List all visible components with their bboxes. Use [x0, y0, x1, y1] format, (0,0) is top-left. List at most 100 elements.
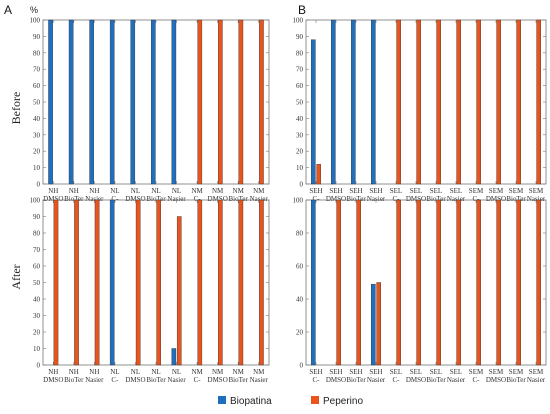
y-tick-label: 60	[33, 263, 41, 271]
bar-peperino-sem-c-	[476, 19, 482, 185]
x-category-label: SEM BioTer	[506, 368, 526, 384]
bar-biopatina-seh-c-	[311, 199, 316, 366]
x-category-label: SEH DMSO	[326, 368, 346, 384]
bar-peperino-nm-nasier	[259, 19, 264, 185]
x-category-label: NL BioTer	[146, 187, 166, 203]
bar-biopatina-nh-nasier	[89, 19, 94, 185]
bar-peperino-nh-bioter	[74, 199, 79, 366]
y-tick-label: 10	[33, 345, 41, 353]
bar-peperino-sem-c-	[476, 199, 482, 366]
plot-frame	[305, 199, 547, 366]
x-category-label: NL Nasier	[167, 368, 186, 384]
x-category-label: SEH Nasier	[367, 368, 386, 384]
x-category-label: NM C-	[191, 368, 203, 384]
legend-swatch-biopatina	[218, 396, 226, 404]
y-tick-label: 50	[296, 99, 304, 107]
y-tick-label: 40	[33, 296, 41, 304]
y-tick-label: 80	[296, 49, 304, 57]
y-tick-label: 100	[293, 197, 304, 205]
bar-peperino-nm-bioter	[238, 199, 244, 366]
y-tick-label: 0	[300, 181, 304, 189]
x-category-label: SEL DMSO	[406, 368, 426, 384]
y-tick-label: 40	[296, 115, 304, 123]
x-category-label: SEL BioTer	[426, 187, 446, 203]
x-category-label: SEH DMSO	[326, 187, 346, 203]
bar-biopatina-nl-bioter	[150, 19, 156, 185]
bar-peperino-sem-dmso	[496, 199, 502, 366]
y-tick-label: 90	[33, 213, 41, 221]
bar-biopatina-nh-dmso	[48, 19, 53, 185]
x-category-label: NL DMSO	[125, 187, 145, 203]
bar-peperino-nm-bioter	[238, 19, 244, 185]
x-category-label: NM Nasier	[250, 187, 269, 203]
x-category-label: NL BioTer	[146, 368, 166, 384]
bar-peperino-seh-c-	[316, 164, 322, 185]
bar-peperino-nm-nasier	[259, 199, 264, 366]
y-tick-label: 0	[37, 362, 41, 370]
bar-biopatina-seh-dmso	[331, 19, 336, 185]
legend: Biopatina Peperino	[218, 396, 363, 407]
x-category-label: SEL C-	[390, 368, 402, 384]
x-category-label: NH DMSO	[43, 187, 63, 203]
x-category-label: NM BioTer	[229, 187, 249, 203]
bar-peperino-sel-dmso	[416, 199, 422, 366]
legend-swatch-peperino	[311, 396, 319, 404]
bar-peperino-nm-c-	[197, 199, 203, 366]
x-category-label: NL Nasier	[167, 187, 186, 203]
bar-peperino-sem-dmso	[496, 19, 502, 185]
y-tick-label: 10	[296, 164, 304, 172]
x-category-label: NM Nasier	[250, 368, 269, 384]
legend-label-peperino: Peperino	[323, 396, 363, 407]
bar-biopatina-nl-nasier	[171, 348, 177, 366]
y-tick-label: 10	[33, 164, 41, 172]
bar-peperino-sel-nasier	[456, 19, 462, 185]
y-tick-label: 60	[296, 263, 304, 271]
y-tick-label: 20	[296, 148, 304, 156]
x-category-label: NH Nasier	[85, 187, 104, 203]
row-label-before: Before	[9, 92, 23, 125]
bar-peperino-sem-bioter	[516, 19, 521, 185]
bar-biopatina-nh-bioter	[68, 19, 74, 185]
x-category-label: SEL Nasier	[447, 368, 466, 384]
x-category-label: SEM C-	[469, 368, 484, 384]
y-tick-label: 80	[33, 230, 41, 238]
x-category-label: SEH C-	[309, 368, 322, 384]
bar-peperino-seh-dmso	[336, 199, 342, 366]
bar-peperino-nh-dmso	[53, 199, 59, 366]
bar-peperino-nl-bioter	[156, 199, 162, 366]
row-label-after: After	[9, 264, 23, 289]
y-tick-label: 30	[296, 131, 304, 139]
y-tick-label: 20	[296, 329, 304, 337]
y-tick-label: 70	[33, 66, 41, 74]
bar-peperino-nm-c-	[197, 19, 203, 185]
unit-label: %	[30, 5, 38, 15]
y-tick-label: 40	[296, 296, 304, 304]
y-tick-label: 30	[33, 312, 41, 320]
x-category-label: SEM C-	[469, 187, 484, 203]
y-tick-label: 0	[37, 181, 41, 189]
x-category-label: NL C-	[110, 187, 119, 203]
bar-peperino-sem-nasier	[536, 19, 541, 185]
x-category-label: NM C-	[191, 187, 203, 203]
x-category-label: SEH C-	[309, 187, 322, 203]
x-category-label: SEL BioTer	[426, 368, 446, 384]
bar-peperino-nm-dmso	[218, 199, 223, 366]
bar-peperino-sel-c-	[396, 199, 402, 366]
x-category-label: SEH BioTer	[346, 368, 366, 384]
y-tick-label: 70	[33, 246, 41, 254]
x-category-label: NH BioTer	[64, 368, 84, 384]
x-category-label: NM BioTer	[229, 368, 249, 384]
x-category-label: SEM Nasier	[527, 368, 546, 384]
bar-biopatina-nl-c-	[109, 19, 115, 185]
y-tick-label: 0	[300, 362, 304, 370]
bar-peperino-nm-dmso	[218, 19, 223, 185]
bar-biopatina-seh-nasier	[371, 283, 376, 366]
x-category-label: NM DMSO	[208, 368, 228, 384]
bar-peperino-nl-nasier	[176, 216, 182, 366]
bar-peperino-sem-bioter	[516, 199, 521, 366]
bar-peperino-seh-nasier	[376, 282, 382, 366]
